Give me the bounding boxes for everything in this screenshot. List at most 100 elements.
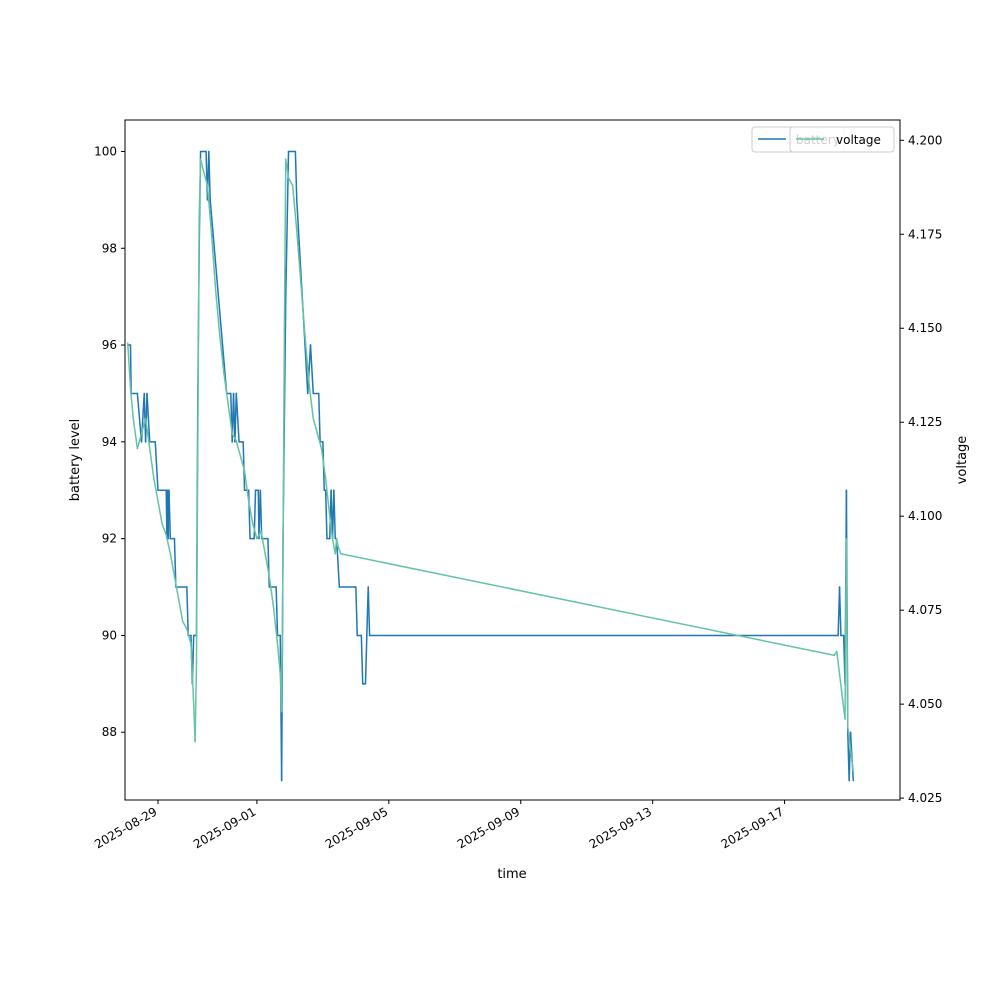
battery-segment — [355, 586, 358, 637]
voltage-segment — [223, 372, 229, 405]
left-tick-label: 88 — [102, 725, 117, 739]
voltage-segment — [239, 455, 246, 472]
right-tick-label: 4.175 — [908, 227, 942, 241]
voltage-segment — [339, 553, 835, 657]
battery-segment — [367, 586, 371, 637]
right-tick-label: 4.025 — [908, 791, 942, 805]
voltage-segment — [320, 447, 327, 480]
voltage-segment — [836, 650, 841, 675]
voltage-segment — [177, 598, 184, 623]
battery-segment — [168, 489, 172, 540]
series-battery — [127, 150, 855, 782]
voltage-segment — [144, 417, 151, 450]
x-tick-label: 2025-09-13 — [587, 804, 654, 851]
voltage-segment — [308, 383, 314, 420]
battery-segment — [186, 586, 189, 637]
battery-segment — [235, 392, 240, 443]
voltage-segment — [838, 673, 844, 698]
voltage-segment — [276, 643, 282, 675]
voltage-segment — [173, 575, 180, 600]
left-tick-label: 92 — [102, 532, 117, 546]
voltage-segment — [283, 158, 287, 329]
voltage-segment — [849, 748, 855, 773]
voltage-segment — [316, 432, 323, 450]
voltage-segment — [206, 184, 213, 236]
voltage-segment — [127, 342, 132, 390]
voltage-segment — [190, 643, 195, 705]
x-axis: 2025-08-29 2025-09-01 2025-09-05 2025-09-09… — [92, 800, 786, 851]
voltage-segment — [268, 575, 275, 608]
voltage-segment — [287, 177, 294, 187]
voltage-segment — [198, 158, 202, 217]
voltage-segment — [157, 500, 163, 525]
voltage-segment — [847, 725, 852, 750]
battery-segment — [294, 150, 298, 201]
right-tick-label: 4.125 — [908, 415, 942, 429]
voltage-segment — [324, 477, 331, 517]
voltage-segment — [243, 470, 250, 502]
voltage-segment — [132, 417, 139, 450]
battery-segment — [296, 199, 301, 250]
plot-frame — [124, 119, 901, 801]
voltage-segment — [202, 169, 209, 187]
right-tick-label: 4.200 — [908, 133, 942, 147]
voltage-segment — [199, 158, 205, 172]
voltage-segment — [328, 515, 334, 540]
voltage-segment — [304, 335, 310, 386]
voltage-segment — [161, 522, 167, 536]
x-tick-label: 2025-09-17 — [719, 804, 786, 851]
voltage-segment — [264, 553, 271, 578]
plot-area — [127, 150, 855, 782]
left-tick-label: 90 — [102, 628, 117, 642]
voltage-segment — [337, 545, 342, 555]
voltage-segment — [272, 605, 279, 645]
voltage-segment — [136, 432, 143, 450]
right-tick-label: 4.100 — [908, 509, 942, 523]
left-tick-label: 94 — [102, 435, 117, 449]
voltage-segment — [285, 158, 290, 179]
battery-segment — [333, 489, 336, 540]
legend-voltage-box — [789, 126, 895, 153]
battery-segment — [209, 199, 216, 250]
battery-segment — [304, 344, 309, 395]
voltage-segment — [195, 440, 199, 668]
voltage-segment — [219, 335, 225, 375]
x-tick-label: 2025-09-09 — [455, 804, 522, 851]
battery-segment — [208, 150, 211, 201]
legend-voltage: voltage — [789, 126, 895, 153]
voltage-segment — [300, 282, 306, 337]
left-y-axis: 88 90 92 94 96 98 100 — [94, 144, 125, 739]
voltage-segment — [235, 440, 242, 457]
right-tick-label: 4.150 — [908, 321, 942, 335]
battery-segment — [213, 247, 220, 298]
voltage-segment — [129, 387, 134, 420]
battery-segment — [275, 586, 279, 637]
battery-segment — [324, 489, 328, 540]
voltage-segment — [256, 530, 262, 540]
voltage-segment — [252, 522, 258, 540]
battery-segment — [335, 537, 341, 588]
voltage-segment — [312, 417, 319, 435]
left-tick-label: 98 — [102, 241, 117, 255]
voltage-segment — [260, 530, 266, 555]
voltage-segment — [181, 620, 188, 630]
voltage-segment — [169, 553, 176, 578]
battery-segment — [307, 344, 312, 395]
voltage-segment — [197, 214, 200, 442]
series-voltage — [127, 158, 855, 773]
battery-segment — [318, 392, 321, 443]
voltage-segment — [194, 665, 198, 743]
battery-segment — [146, 392, 151, 443]
voltage-segment — [845, 538, 849, 728]
battery-segment — [309, 344, 314, 395]
voltage-segment — [148, 447, 155, 480]
x-tick-label: 2025-08-29 — [92, 804, 159, 851]
voltage-segment — [140, 417, 147, 435]
battery-segment — [217, 295, 224, 346]
voltage-segment — [282, 327, 286, 555]
left-y-axis-label: battery level — [68, 419, 83, 502]
voltage-segment — [291, 184, 298, 232]
voltage-segment — [186, 628, 192, 645]
battery-segment — [838, 586, 842, 637]
